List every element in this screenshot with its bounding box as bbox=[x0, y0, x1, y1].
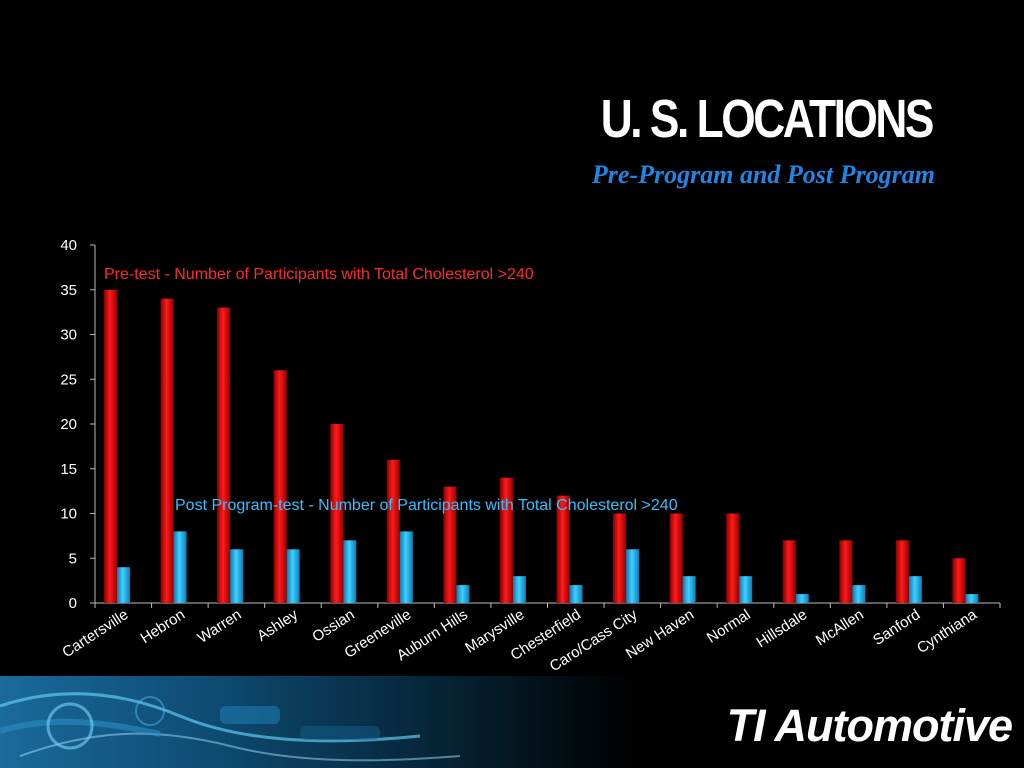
pre-bar bbox=[556, 495, 570, 603]
x-category-label: Hebron bbox=[137, 606, 188, 647]
y-tick-label: 25 bbox=[60, 371, 77, 388]
post-bar bbox=[852, 585, 866, 603]
slide-subtitle: Pre-Program and Post Program bbox=[591, 160, 935, 189]
slide-title: U. S. LOCATIONS bbox=[600, 89, 935, 149]
y-axis-ticks: 0 5 10 15 20 25 30 35 40 bbox=[60, 237, 95, 612]
pre-bar bbox=[613, 513, 627, 603]
x-category-label: Ashley bbox=[254, 606, 301, 645]
pre-bar bbox=[499, 477, 513, 603]
post-bar bbox=[512, 576, 526, 603]
pre-bar bbox=[273, 370, 287, 603]
x-axis-ticks: Cartersville Hebron Warren Ashley OssianGree… bbox=[59, 603, 1001, 675]
post-bar bbox=[456, 585, 470, 603]
post-bar bbox=[908, 576, 922, 603]
cholesterol-bar-chart: 0 5 10 15 20 25 30 35 40 Cartersville Hebron Warre… bbox=[59, 237, 1001, 675]
x-category-label: Hillsdale bbox=[753, 606, 810, 651]
post-bar bbox=[739, 576, 753, 603]
post-bar bbox=[795, 594, 809, 603]
x-category-label: Cynthiana bbox=[914, 606, 980, 657]
x-category-label: Normal bbox=[704, 606, 754, 647]
pre-bar bbox=[217, 307, 231, 603]
post-series-annotation: Post Program-test - Number of Participan… bbox=[175, 497, 678, 514]
pre-bar bbox=[104, 289, 117, 603]
post-bar bbox=[343, 540, 357, 603]
brand-logo: TI Automotive bbox=[726, 700, 1013, 751]
x-category-label: McAllen bbox=[813, 606, 867, 649]
post-bar bbox=[569, 585, 583, 603]
pre-bar bbox=[726, 513, 740, 603]
post-bar bbox=[399, 531, 413, 603]
pre-bar bbox=[839, 540, 853, 603]
post-bar bbox=[626, 549, 640, 603]
pre-series-annotation: Pre-test - Number of Participants with T… bbox=[104, 266, 534, 283]
engine-banner-image bbox=[0, 676, 1024, 768]
y-tick-label: 30 bbox=[60, 327, 77, 344]
y-tick-label: 5 bbox=[69, 550, 77, 567]
pre-bar bbox=[160, 298, 174, 603]
pre-bar bbox=[952, 558, 966, 603]
pre-bar bbox=[443, 486, 457, 603]
post-bar bbox=[286, 549, 300, 603]
y-tick-label: 40 bbox=[60, 237, 77, 254]
post-bar bbox=[230, 549, 244, 603]
y-tick-label: 35 bbox=[60, 282, 77, 299]
pre-bar bbox=[895, 540, 909, 603]
post-bar bbox=[965, 594, 979, 603]
pre-bar bbox=[330, 424, 344, 603]
x-category-label: Ossian bbox=[309, 606, 357, 646]
y-tick-label: 15 bbox=[60, 461, 77, 478]
y-tick-label: 10 bbox=[60, 506, 77, 523]
x-category-label: Cartersville bbox=[59, 606, 131, 661]
bar-group bbox=[104, 289, 979, 603]
y-tick-label: 0 bbox=[69, 595, 77, 612]
post-bar bbox=[682, 576, 696, 603]
post-bar bbox=[117, 567, 130, 603]
pre-bar bbox=[782, 540, 796, 603]
pre-bar bbox=[669, 513, 683, 603]
pre-bar bbox=[386, 459, 400, 603]
post-bar bbox=[173, 531, 187, 603]
y-tick-label: 20 bbox=[60, 416, 77, 433]
x-category-label: Warren bbox=[195, 606, 245, 647]
